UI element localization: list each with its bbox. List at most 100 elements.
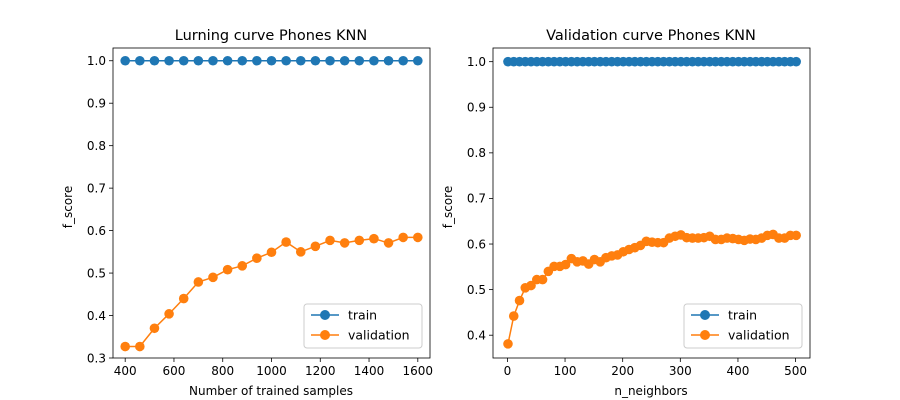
validation-point [339, 238, 350, 248]
y-tick-label: 1.0 [87, 54, 106, 68]
train-point [369, 55, 379, 66]
learning-curve-chart: Lurning curve Phones KNN 400 600 800 1000 12… [61, 28, 433, 398]
x-tick-label: 1000 [256, 364, 287, 378]
legend-train-marker [320, 310, 330, 320]
x-axis-label: n_neighbors [614, 384, 687, 398]
y-tick-label: 0.4 [87, 309, 106, 323]
x-tick-label: 600 [163, 364, 186, 378]
validation-point [383, 238, 394, 248]
train-point [413, 55, 423, 66]
plot-area: 400 600 800 1000 1200 1400 1600 0.3 0.4 0.5 0.6 0.7… [87, 47, 434, 378]
validation-point [514, 295, 525, 306]
legend-validation-label: validation [728, 328, 790, 343]
y-tick-label: 0.6 [467, 237, 486, 251]
train-point [383, 55, 394, 66]
validation-point [135, 341, 145, 352]
legend-train-marker [700, 310, 710, 320]
y-tick-label: 0.5 [87, 266, 106, 280]
validation-curve-chart: Validation curve Phones KNN 0 100 200 300 40… [441, 28, 811, 398]
validation-point [252, 253, 262, 264]
validation-point [398, 232, 408, 243]
train-point [791, 56, 801, 67]
train-point [281, 55, 291, 66]
x-tick-label: 0 [504, 364, 512, 378]
train-point [164, 55, 174, 66]
train-point [354, 55, 365, 66]
validation-point [310, 241, 321, 252]
validation-point [369, 233, 379, 244]
validation-point [237, 261, 248, 271]
y-tick-label: 0.9 [467, 101, 486, 115]
y-tick-label: 1.0 [467, 55, 486, 69]
y-tick-label: 0.7 [467, 192, 486, 206]
y-tick-label: 0.3 [87, 351, 106, 365]
x-tick-label: 200 [611, 364, 634, 378]
x-tick-label: 100 [554, 364, 577, 378]
x-tick-label: 1400 [354, 364, 385, 378]
legend-validation-marker [320, 330, 330, 340]
axes-frame [492, 47, 811, 359]
train-point [135, 55, 145, 66]
validation-point [193, 277, 204, 287]
x-tick-label: 300 [669, 364, 692, 378]
validation-point [295, 247, 306, 257]
x-tick-label: 800 [211, 364, 234, 378]
legend: train validation [303, 303, 423, 349]
validation-point [413, 232, 423, 243]
train-point [295, 55, 306, 66]
y-tick-label: 0.8 [467, 146, 486, 160]
legend-train-label: train [348, 308, 377, 323]
y-axis-label: f_score [441, 186, 455, 228]
train-point [193, 55, 204, 66]
train-point [325, 55, 335, 66]
y-tick-label: 0.7 [87, 181, 106, 195]
validation-point [281, 237, 291, 247]
validation-point [503, 339, 513, 349]
train-point [339, 55, 350, 66]
validation-point [537, 274, 548, 285]
y-tick-label: 0.6 [87, 224, 106, 238]
legend: train validation [683, 303, 803, 349]
train-point [266, 55, 277, 66]
train-point [178, 55, 189, 66]
x-tick-label: 1600 [403, 364, 434, 378]
validation-point [354, 235, 365, 246]
chart-title: Lurning curve Phones KNN [175, 28, 367, 44]
train-point [208, 55, 218, 66]
train-point [398, 55, 408, 66]
x-tick-label: 1200 [305, 364, 336, 378]
axes-frame [112, 47, 431, 359]
validation-point [164, 309, 174, 319]
validation-point [560, 259, 571, 270]
x-tick-label: 500 [784, 364, 807, 378]
validation-point [526, 280, 536, 291]
legend-validation-label: validation [348, 328, 410, 343]
y-tick-label: 0.9 [87, 97, 106, 111]
validation-point [149, 323, 160, 334]
chart-title: Validation curve Phones KNN [546, 28, 756, 44]
train-point [149, 55, 160, 66]
validation-point [178, 293, 189, 304]
validation-point [508, 311, 519, 321]
train-point [310, 55, 321, 66]
x-tick-label: 400 [114, 364, 137, 378]
train-point [252, 55, 262, 66]
validation-point [208, 272, 218, 283]
y-tick-label: 0.8 [87, 139, 106, 153]
plot-area: 0 100 200 300 400 500 0.4 0.5 0.6 0.7 0.8 0.9 1.0 [467, 47, 811, 378]
y-tick-label: 0.4 [467, 329, 486, 343]
x-tick-label: 400 [727, 364, 750, 378]
validation-point [120, 341, 130, 352]
validation-point [791, 230, 801, 241]
legend-validation-marker [700, 330, 710, 340]
y-axis-label: f_score [61, 186, 75, 228]
train-point [222, 55, 233, 66]
legend-train-label: train [728, 308, 757, 323]
train-point [237, 55, 248, 66]
validation-point [325, 235, 335, 246]
x-axis-label: Number of trained samples [189, 384, 353, 398]
y-tick-label: 0.5 [467, 283, 486, 297]
train-point [120, 55, 130, 66]
validation-point [222, 264, 233, 275]
